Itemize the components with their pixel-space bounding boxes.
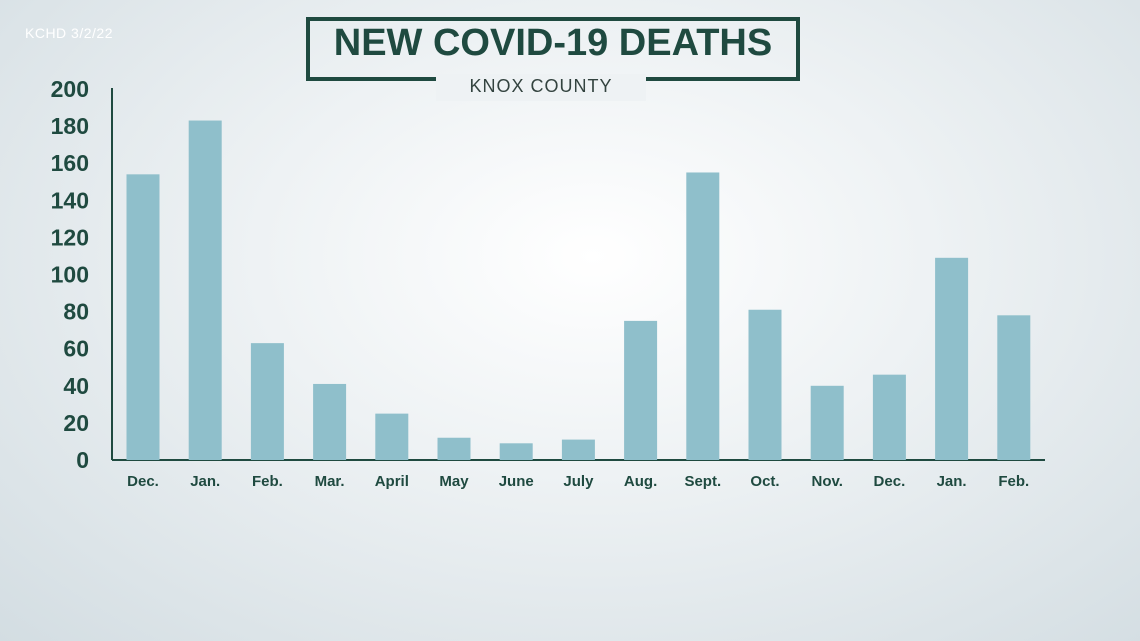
x-tick-label: Sept.	[684, 473, 721, 490]
bar	[997, 315, 1031, 460]
bar	[313, 383, 347, 460]
chart-title: NEW COVID-19 DEATHS	[333, 22, 773, 64]
x-tick-label: Dec.	[127, 473, 159, 490]
y-tick-label: 80	[63, 299, 89, 325]
source-label: KCHD 3/2/22	[25, 25, 113, 41]
y-tick-label: 100	[51, 262, 89, 288]
x-tick-label: Feb.	[998, 473, 1029, 490]
y-tick-label: 180	[51, 113, 89, 139]
x-tick-label: Jan.	[937, 473, 967, 490]
bar	[437, 437, 471, 460]
x-tick-label: April	[375, 473, 409, 490]
bar	[126, 174, 160, 460]
bar	[375, 413, 409, 460]
bar	[935, 257, 969, 460]
y-tick-label: 0	[76, 447, 89, 473]
x-tick-label: Aug.	[624, 473, 657, 490]
bar	[748, 309, 782, 460]
y-tick-label: 140	[51, 187, 89, 213]
bar	[872, 374, 906, 460]
y-tick-label: 160	[51, 150, 89, 176]
y-tick-label: 60	[63, 336, 89, 362]
x-tick-label: Feb.	[252, 473, 283, 490]
bar	[624, 320, 658, 460]
chart-subtitle: KNOX COUNTY	[436, 74, 646, 101]
bar	[561, 439, 595, 460]
y-tick-label: 120	[51, 224, 89, 250]
x-tick-label: Mar.	[315, 473, 345, 490]
x-tick-label: Jan.	[190, 473, 220, 490]
y-tick-label: 40	[63, 373, 89, 399]
bar	[250, 343, 284, 460]
y-tick-label: 20	[63, 410, 89, 436]
x-tick-label: June	[499, 473, 534, 490]
bar	[188, 120, 222, 460]
bar	[499, 443, 533, 460]
y-tick-label: 200	[51, 76, 89, 102]
bar	[686, 172, 720, 460]
x-tick-label: Nov.	[811, 473, 842, 490]
bar	[810, 385, 844, 460]
x-tick-label: Oct.	[750, 473, 779, 490]
x-tick-label: Dec.	[874, 473, 906, 490]
x-tick-label: May	[439, 473, 469, 490]
x-tick-label: July	[563, 473, 594, 490]
